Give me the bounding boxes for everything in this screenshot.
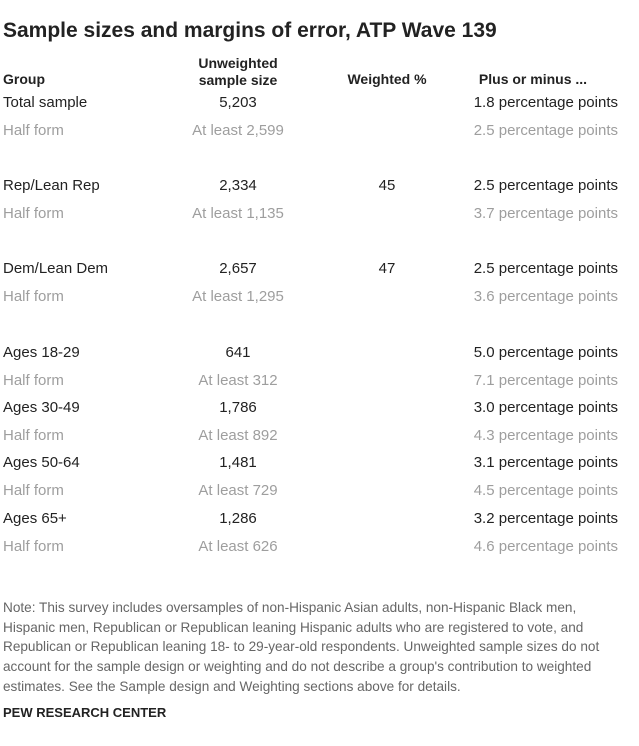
group-cell: Ages 65+ (3, 510, 67, 527)
sample-size-cell: 1,286 (219, 510, 257, 527)
moe-cell: 3.0 percentage points (473, 399, 618, 416)
group-cell: Ages 50-64 (3, 454, 80, 471)
group-cell: Half form (3, 371, 64, 389)
moe-cell: 2.5 percentage points (473, 121, 618, 139)
column-header: Plus or minus ... (478, 71, 588, 87)
group-cell: Ages 18-29 (3, 344, 80, 361)
weighted-cell: 45 (378, 177, 396, 194)
sample-size-cell: At least 892 (198, 426, 278, 444)
sample-size-cell: At least 2,599 (192, 121, 284, 139)
sample-size-cell: At least 1,135 (192, 204, 284, 222)
moe-cell: 5.0 percentage points (473, 344, 618, 361)
moe-cell: 3.6 percentage points (473, 287, 618, 305)
note: Note: This survey includes oversamples o… (3, 600, 600, 694)
group-cell: Half form (3, 287, 64, 305)
moe-cell: 3.1 percentage points (473, 454, 618, 471)
group-cell: Half form (3, 537, 64, 555)
group-cell: Rep/Lean Rep (3, 177, 100, 194)
source: PEW RESEARCH CENTER (3, 705, 167, 720)
sample-size-cell: At least 626 (198, 537, 278, 555)
column-header: Weighted % (347, 71, 427, 87)
group-cell: Dem/Lean Dem (3, 260, 109, 277)
column-header: Unweighted sample size (198, 55, 278, 88)
sample-size-cell: 641 (225, 344, 251, 361)
moe-cell: 3.2 percentage points (473, 510, 618, 527)
sample-size-cell: 5,203 (219, 94, 257, 111)
sample-size-cell: 2,334 (219, 177, 257, 194)
title: Sample sizes and margins of error, ATP W… (3, 19, 497, 42)
sample-size-cell: At least 312 (198, 371, 278, 389)
group-cell: Total sample (3, 94, 88, 111)
sample-size-cell: At least 729 (198, 481, 278, 499)
column-header: Group (3, 71, 45, 87)
moe-cell: 4.5 percentage points (473, 481, 618, 499)
sample-size-cell: 2,657 (219, 260, 257, 277)
sample-size-cell: 1,481 (219, 454, 257, 471)
moe-cell: 4.6 percentage points (473, 537, 618, 555)
moe-cell: 7.1 percentage points (473, 371, 618, 389)
moe-cell: 1.8 percentage points (473, 94, 618, 111)
sample-size-cell: 1,786 (219, 399, 257, 416)
group-cell: Half form (3, 121, 64, 139)
moe-cell: 2.5 percentage points (473, 260, 618, 277)
group-cell: Half form (3, 204, 64, 222)
sample-size-cell: At least 1,295 (192, 287, 284, 305)
group-cell: Half form (3, 481, 64, 499)
weighted-cell: 47 (378, 260, 396, 277)
moe-cell: 3.7 percentage points (473, 204, 618, 222)
group-cell: Ages 30-49 (3, 399, 80, 416)
group-cell: Half form (3, 426, 64, 444)
moe-cell: 2.5 percentage points (473, 177, 618, 194)
moe-cell: 4.3 percentage points (473, 426, 618, 444)
